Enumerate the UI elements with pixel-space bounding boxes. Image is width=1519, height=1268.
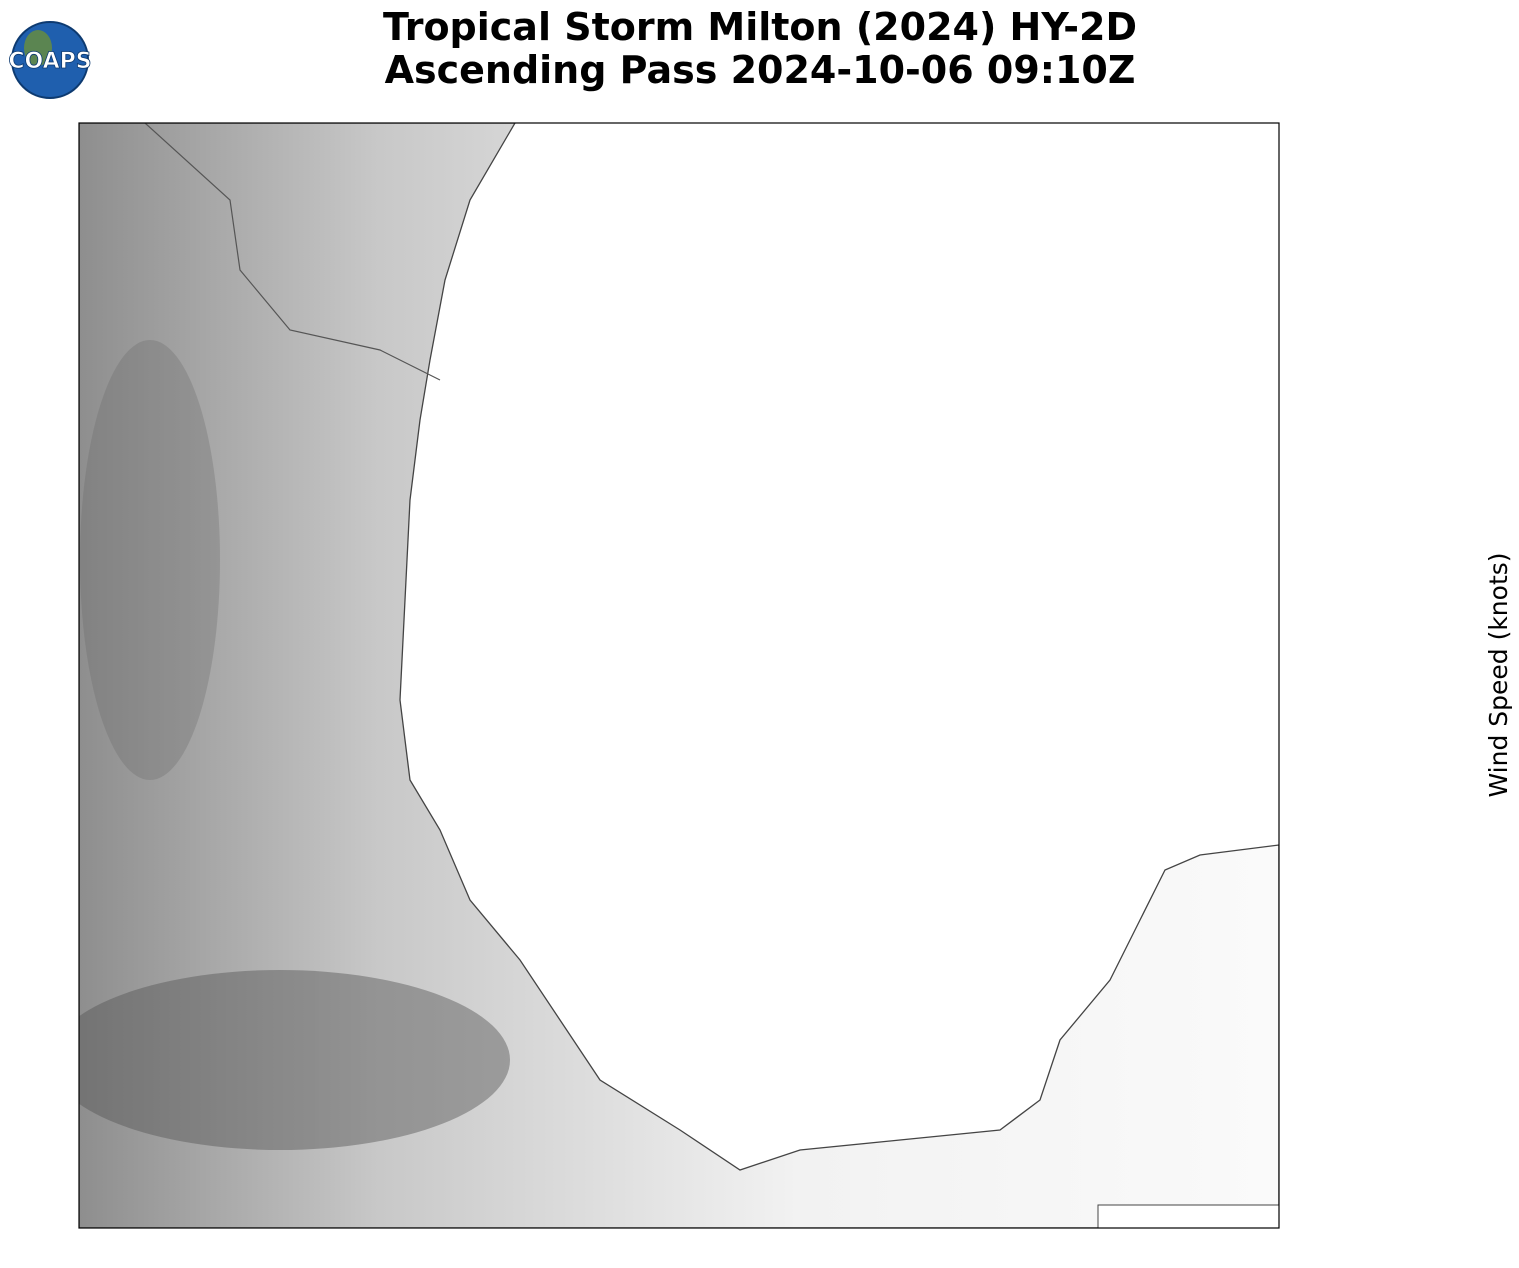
map-frame <box>78 122 1280 1229</box>
logo-text: COAPS <box>8 49 91 74</box>
border <box>144 123 441 381</box>
title: Tropical Storm Milton (2024) HY-2D <box>383 5 1137 49</box>
map-area <box>79 123 1279 1228</box>
terrain <box>80 340 220 780</box>
subtitle: Ascending Pass 2024-10-06 09:10Z <box>385 48 1136 92</box>
logo: COAPS <box>8 21 92 99</box>
colorbar-label: Wind Speed (knots) <box>1484 552 1513 797</box>
terrain <box>79 970 510 1150</box>
land-mexico <box>79 123 1279 1228</box>
inset-box <box>1097 1204 1279 1228</box>
